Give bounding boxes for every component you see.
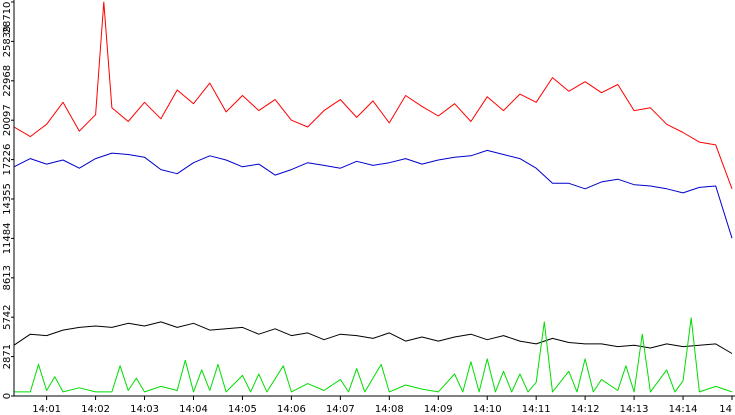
x-tick-label: 14:13 bbox=[620, 404, 649, 415]
y-tick-label: 5742 bbox=[2, 304, 13, 329]
x-axis-ticks: 14:01 14:02 14:03 14:04 14:05 14:06 14:07 14:08… bbox=[32, 396, 733, 415]
x-tick-label: 14:09 bbox=[424, 404, 453, 415]
y-tick-label: 14355 bbox=[2, 183, 13, 215]
y-tick-label: 28710 bbox=[2, 2, 13, 34]
x-tick-label: 14:01 bbox=[32, 404, 61, 415]
x-tick-label: 14:04 bbox=[179, 404, 208, 415]
x-tick-label: 14:14 bbox=[669, 404, 698, 415]
x-tick-label: 14:05 bbox=[228, 404, 257, 415]
y-tick-label: 0 bbox=[2, 393, 13, 399]
x-tick-label: 14:06 bbox=[277, 404, 306, 415]
y-tick-label: 17226 bbox=[2, 144, 13, 176]
x-tick-label: 14:03 bbox=[130, 404, 159, 415]
series-layer bbox=[13, 1, 733, 393]
series-line-4 bbox=[14, 317, 733, 393]
y-tick-label: 20097 bbox=[2, 104, 13, 136]
y-tick-label: 25839 bbox=[2, 25, 13, 57]
series-line-1 bbox=[13, 1, 733, 189]
y-tick-label: 8613 bbox=[2, 265, 13, 290]
series-line-3 bbox=[13, 321, 733, 354]
y-tick-label: 11484 bbox=[2, 222, 13, 254]
x-tick-label: 14:12 bbox=[571, 404, 600, 415]
y-axis-ticks: 0 2871 5742 8613 11484 14355 17226 20097 22968 25… bbox=[2, 1, 14, 399]
x-tick-label: 14:11 bbox=[522, 404, 551, 415]
y-tick-label: 2871 bbox=[2, 344, 13, 369]
x-tick-label: 14:02 bbox=[81, 404, 110, 415]
y-tick-label: 22968 bbox=[2, 65, 13, 97]
x-tick-label: 14:07 bbox=[326, 404, 355, 415]
x-tick-label: 14 bbox=[719, 404, 732, 415]
series-line-2 bbox=[13, 149, 733, 239]
x-tick-label: 14:10 bbox=[473, 404, 502, 415]
x-tick-label: 14:08 bbox=[375, 404, 404, 415]
